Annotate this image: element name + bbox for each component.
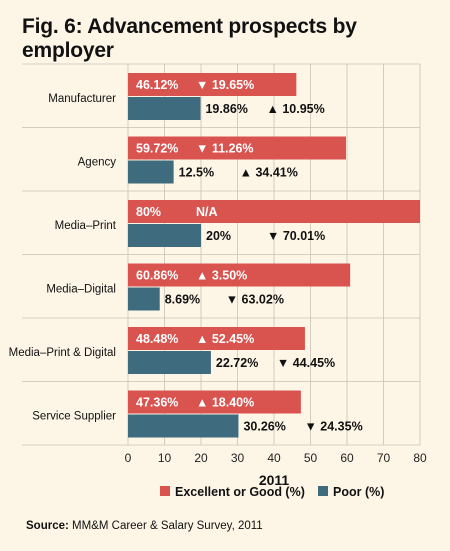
change-label-poor: ▲ 34.41% (240, 166, 298, 180)
legend-excellent-label: Excellent or Good (%) (175, 485, 305, 499)
bar-excellent (128, 263, 351, 287)
x-tick-label: 30 (231, 451, 245, 465)
bar-poor (128, 414, 239, 438)
change-label-poor: ▼ 70.01% (267, 229, 325, 243)
grid-lines (22, 63, 421, 446)
bars (128, 73, 420, 438)
data-label-excellent: 60.86% (136, 269, 178, 283)
change-label-excellent: ▲ 52.45% (196, 332, 254, 346)
bar-poor (128, 351, 211, 374)
data-label-poor: 19.86% (205, 102, 247, 116)
bar-excellent (128, 136, 346, 160)
bar-excellent (128, 200, 420, 223)
change-label-excellent: N/A (196, 205, 218, 219)
legend-poor-label: Poor (%) (333, 485, 384, 499)
change-label-excellent: ▼ 11.26% (196, 142, 254, 156)
change-label-poor: ▼ 44.45% (277, 356, 335, 370)
x-axis-title: 2011 (259, 472, 290, 488)
data-label-poor: 12.5% (179, 166, 214, 180)
data-label-excellent: 59.72% (136, 142, 178, 156)
x-tick-label: 40 (267, 451, 281, 465)
x-tick-label: 80 (413, 451, 427, 465)
legend-poor-swatch (318, 486, 328, 496)
data-label-excellent: 46.12% (136, 78, 178, 92)
x-axis: 0 10 20 30 40 50 60 70 80 2011 (125, 451, 427, 488)
category-label: Media–Print (55, 220, 117, 232)
change-label-excellent: ▲ 3.50% (196, 269, 247, 283)
change-label-excellent: ▼ 19.65% (196, 78, 254, 92)
bar-excellent (128, 390, 301, 414)
x-tick-label: 0 (125, 451, 132, 465)
x-tick-label: 70 (377, 451, 391, 465)
data-label-excellent: 48.48% (136, 332, 178, 346)
change-label-poor: ▲ 10.95% (266, 102, 324, 116)
legend: Excellent or Good (%) Poor (%) (160, 485, 384, 499)
bar-poor (128, 287, 160, 311)
data-label-excellent: 80% (136, 205, 161, 219)
data-label-poor: 22.72% (216, 356, 258, 370)
bar-poor (128, 224, 201, 247)
change-label-poor: ▼ 24.35% (304, 420, 362, 434)
data-label-excellent: 47.36% (136, 396, 178, 410)
category-label: Service Supplier (32, 411, 116, 423)
source-note: Source: MM&M Career & Salary Survey, 201… (26, 520, 263, 532)
category-label: Media–Print & Digital (9, 347, 116, 359)
chart-title: Fig. 6: Advancement prospects by employe… (22, 15, 357, 62)
bar-poor (128, 97, 201, 120)
x-tick-label: 10 (158, 451, 172, 465)
bar-poor (128, 160, 174, 184)
change-label-excellent: ▲ 18.40% (196, 396, 254, 410)
category-label: Agency (78, 157, 117, 169)
change-label-poor: ▼ 63.02% (226, 293, 284, 307)
labels: Manufacturer 46.12% ▼ 19.65% 19.86% ▲ 10.95%… (9, 78, 363, 434)
category-label: Media–Digital (46, 284, 116, 296)
data-label-poor: 30.26% (243, 420, 285, 434)
bar-excellent (128, 73, 297, 96)
source-text: MM&M Career & Salary Survey, 2011 (72, 520, 263, 532)
x-tick-label: 20 (194, 451, 208, 465)
legend-excellent-swatch (160, 486, 170, 496)
x-tick-label: 60 (340, 451, 354, 465)
bar-excellent (128, 327, 305, 350)
data-label-poor: 8.69% (165, 293, 200, 307)
source-label: Source: (26, 520, 69, 532)
x-tick-label: 50 (304, 451, 318, 465)
category-label: Manufacturer (48, 93, 116, 105)
data-label-poor: 20% (206, 229, 231, 243)
